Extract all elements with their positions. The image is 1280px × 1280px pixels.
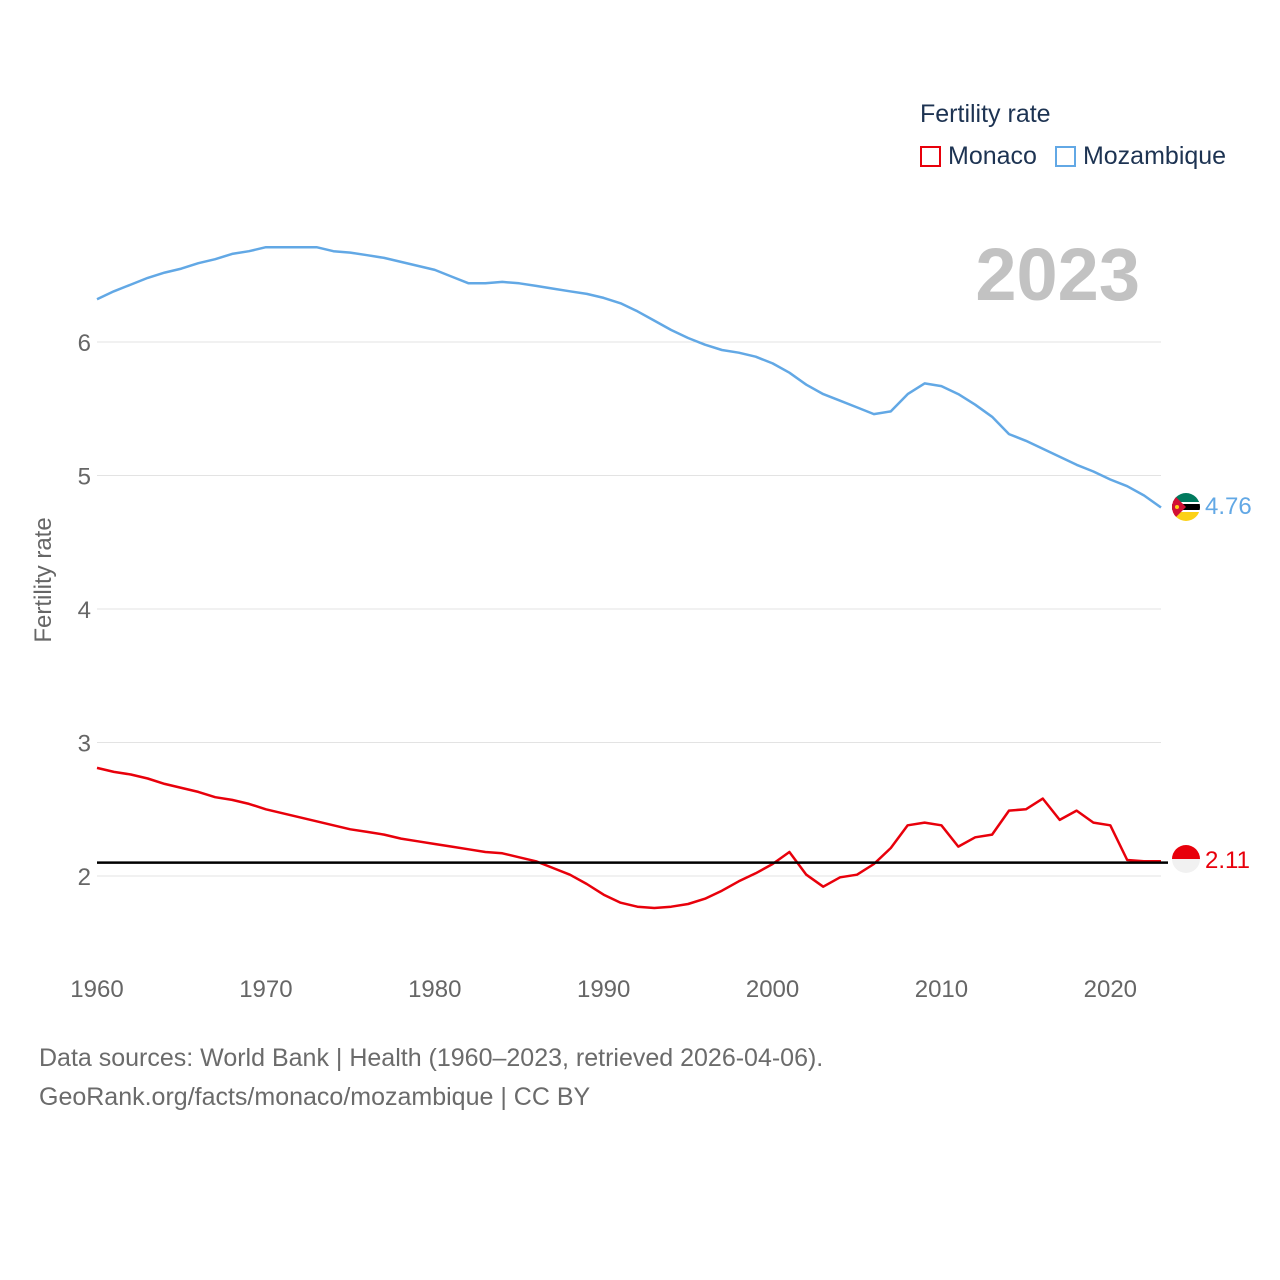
legend-title: Fertility rate (920, 100, 1051, 128)
y-tick-label-5: 5 (78, 464, 91, 491)
x-tick-label-1960: 1960 (70, 976, 123, 1003)
legend-label-mozambique: Mozambique (1082, 142, 1227, 170)
legend-swatch-mozambique (1054, 146, 1076, 167)
y-tick-label-6: 6 (78, 330, 91, 357)
series-line-mozambique (96, 245, 1162, 509)
x-tick-label-1970: 1970 (239, 976, 292, 1003)
y-tick-label-4: 4 (78, 597, 91, 624)
x-tick-label-2020: 2020 (1084, 976, 1137, 1003)
legend-label-monaco: Monaco (948, 142, 1037, 170)
mozambique-flag-icon (1172, 493, 1200, 521)
end-value-monaco: 2.11 (1205, 847, 1250, 874)
x-tick-label-2010: 2010 (915, 976, 968, 1003)
year-label: 2023 (975, 233, 1140, 316)
x-tick-label-1980: 1980 (408, 976, 461, 1003)
footer-link[interactable]: GeoRank.org/facts/monaco/mozambique | CC… (39, 1083, 591, 1111)
legend-item-mozambique[interactable]: Mozambique (1054, 142, 1227, 171)
x-tick-label-1990: 1990 (577, 976, 630, 1003)
legend: Monaco Mozambique (920, 142, 1244, 171)
legend-swatch-monaco (920, 146, 941, 167)
footer-source: Data sources: World Bank | Health (1960–… (39, 1044, 824, 1072)
monaco-flag-icon (1172, 845, 1200, 873)
end-value-mozambique: 4.76 (1205, 493, 1252, 520)
x-tick-label-2000: 2000 (746, 976, 799, 1003)
y-tick-label-2: 2 (78, 864, 91, 891)
y-tick-label-3: 3 (78, 731, 91, 758)
series-line-monaco (96, 766, 1161, 910)
y-axis-label: Fertility rate (30, 517, 57, 642)
legend-item-monaco[interactable]: Monaco (920, 142, 1037, 171)
